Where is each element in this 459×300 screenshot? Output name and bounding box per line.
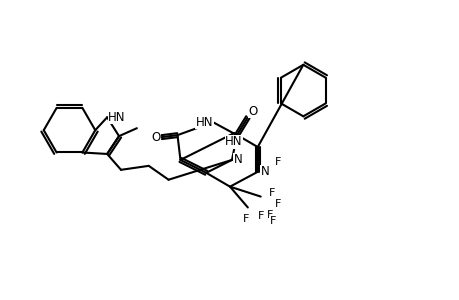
- Text: F: F: [257, 212, 263, 221]
- Text: F: F: [275, 200, 281, 209]
- Text: F: F: [275, 157, 281, 167]
- Text: HN: HN: [108, 111, 125, 124]
- Text: HN: HN: [195, 116, 213, 129]
- Text: N: N: [234, 153, 242, 167]
- Text: F: F: [269, 216, 275, 226]
- Text: F: F: [242, 214, 248, 224]
- Text: O: O: [151, 130, 160, 144]
- Text: F: F: [268, 188, 274, 198]
- Text: F: F: [266, 210, 272, 220]
- Text: HN: HN: [225, 135, 242, 148]
- Text: N: N: [260, 165, 269, 178]
- Text: O: O: [247, 105, 257, 118]
